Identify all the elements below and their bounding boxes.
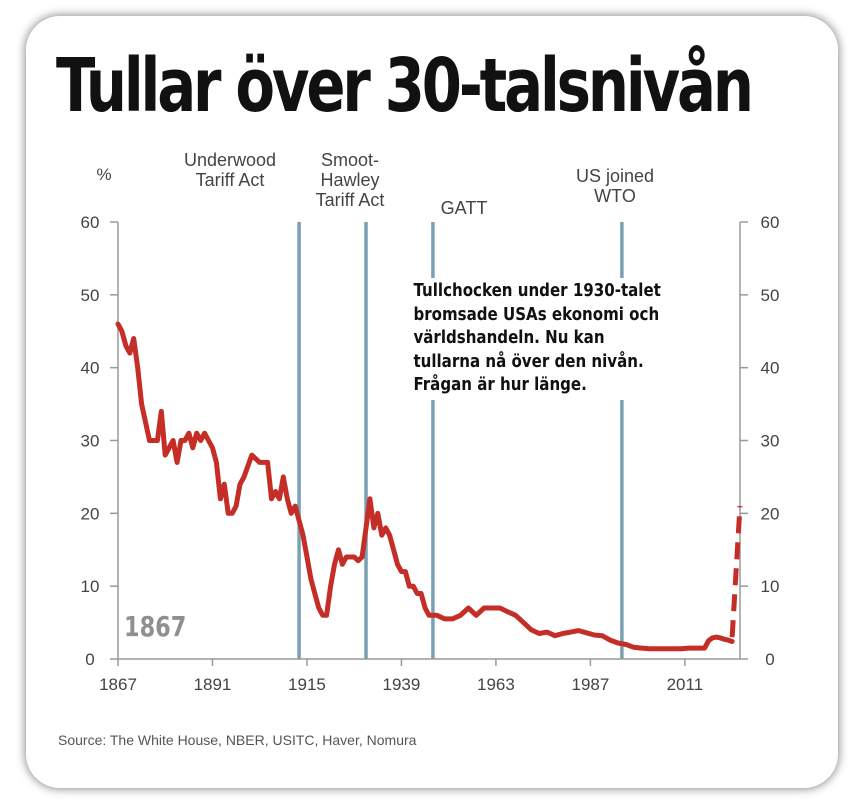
start-year-badge: 1867	[124, 610, 187, 643]
page-title: Tullar över 30-talsnivån	[56, 43, 754, 129]
x-tick-label: 1939	[383, 675, 421, 694]
event-label-line: Tariff Act	[196, 170, 265, 190]
event-label-line: WTO	[594, 186, 636, 206]
x-tick-label: 1987	[571, 675, 609, 694]
y-tick-label-right: 40	[761, 359, 780, 378]
y-tick-label-left: 20	[81, 504, 100, 523]
event-label: Smoot-Hawley Tariff Act	[316, 150, 385, 210]
chart-annotation: Tullchocken under 1930-talet bromsade US…	[410, 278, 675, 400]
y-tick-label-right: 20	[761, 504, 780, 523]
y-tick-label-left: 50	[81, 286, 100, 305]
y-tick-label-left: 0	[85, 650, 94, 669]
source-note: Source: The White House, NBER, USITC, Ha…	[58, 732, 417, 748]
event-label: Underwood Tariff Act	[184, 150, 276, 190]
event-label: GATT	[441, 198, 488, 218]
y-tick-label-left: 40	[81, 359, 100, 378]
projection-dashed-line	[729, 505, 743, 638]
tariff-rate-line	[115, 321, 735, 652]
y-tick-label-right: 30	[761, 432, 780, 451]
unit-label: %	[96, 165, 111, 184]
y-tick-label-left: 60	[81, 213, 100, 232]
x-tick-label: 2011	[667, 675, 704, 694]
y-tick-label-right: 60	[761, 213, 780, 232]
y-tick-label-right: 50	[761, 286, 780, 305]
event-label-line: Underwood	[184, 150, 276, 170]
tariff-chart: 0 0 10 10 20 20 30 30 40 40 50 50 60 60 1867 1891 1915 19…	[81, 150, 780, 694]
event-label-line: GATT	[441, 198, 488, 218]
y-tick-label-left: 30	[81, 432, 100, 451]
event-label-line: Hawley	[320, 170, 379, 190]
y-tick-label-left: 10	[81, 577, 100, 596]
event-label-line: Smoot-	[321, 150, 379, 170]
chart-card: Tullar över 30-talsnivån 0 0 10 10 20 20 30 30 4…	[26, 16, 838, 788]
x-tick-label: 1963	[477, 675, 515, 694]
x-tick-label: 1891	[194, 675, 232, 694]
event-label: US joined WTO	[576, 166, 654, 206]
y-tick-label-right: 0	[765, 650, 774, 669]
y-tick-label-right: 10	[761, 577, 780, 596]
x-tick-label: 1867	[99, 675, 137, 694]
event-label-line: Tariff Act	[316, 190, 385, 210]
event-label-line: US joined	[576, 166, 654, 186]
x-tick-label: 1915	[288, 675, 326, 694]
